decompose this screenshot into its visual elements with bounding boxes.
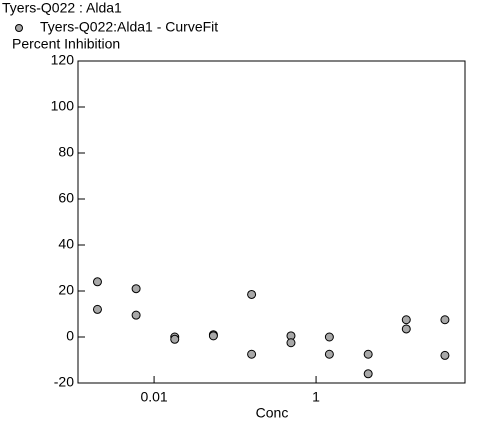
point [170, 334, 180, 344]
point [92, 277, 102, 287]
point [401, 324, 411, 334]
chart-title: Tyers-Q022 : Alda1 [2, 0, 122, 16]
point [286, 338, 296, 348]
point [92, 304, 102, 314]
point [401, 315, 411, 325]
y-axis-label: Percent Inhibition [12, 36, 120, 52]
x-tick-label: 0.01 [140, 389, 167, 405]
y-tick-label: 100 [51, 98, 75, 114]
point [324, 332, 334, 342]
point [440, 315, 450, 325]
legend-marker [15, 24, 23, 32]
plot-frame [77, 60, 466, 384]
point [247, 289, 257, 299]
point [324, 349, 334, 359]
point [131, 284, 141, 294]
y-tick-label: 60 [58, 190, 74, 206]
point [363, 349, 373, 359]
point [131, 310, 141, 320]
y-tick-label: 40 [58, 236, 74, 252]
point [208, 331, 218, 341]
y-tick-label: -20 [54, 374, 74, 390]
point [363, 369, 373, 379]
y-tick-label: 120 [51, 52, 75, 68]
y-tick-label: 80 [58, 144, 74, 160]
legend-label: Tyers-Q022:Alda1 - CurveFit [40, 19, 218, 35]
y-tick-label: 20 [58, 282, 74, 298]
point [440, 350, 450, 360]
y-tick-label: 0 [66, 328, 74, 344]
x-axis-label: Conc [256, 405, 289, 421]
point [247, 349, 257, 359]
x-tick-label: 1 [312, 389, 320, 405]
